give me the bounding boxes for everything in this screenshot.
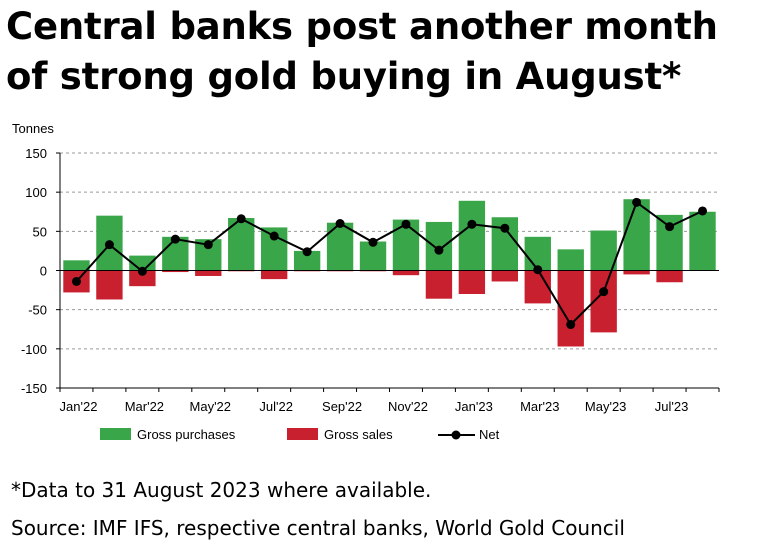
bar-gross-purchases (623, 199, 650, 271)
legend-swatch-gross-sales (287, 428, 318, 440)
x-tick-label: Jul'22 (259, 399, 293, 414)
legend-label-gross-sales: Gross sales (324, 427, 393, 442)
bar-gross-purchases (293, 250, 321, 271)
bar-gross-purchases (590, 230, 617, 271)
x-tick-label: Jul'23 (655, 399, 689, 414)
net-point (335, 219, 345, 228)
headline-line-1: Central banks post another month (6, 5, 718, 48)
net-point (401, 219, 411, 229)
bar-gross-purchases (524, 236, 551, 271)
bar-gross-sales (425, 270, 453, 299)
x-tick-label: Mar'22 (125, 399, 164, 414)
legend-label-net: Net (479, 427, 500, 442)
y-tick-label: -100 (21, 342, 47, 357)
bar-gross-sales (260, 270, 288, 280)
y-tick-label: 100 (25, 185, 47, 200)
x-tick-label: Sep'22 (322, 399, 362, 414)
y-tick-label: -150 (21, 381, 47, 396)
x-tick-label: May'23 (585, 399, 627, 414)
net-point (599, 287, 609, 297)
net-point (698, 206, 708, 216)
bar-gross-sales (162, 270, 189, 273)
x-tick-label: Jan'23 (455, 399, 493, 414)
source-note: Source: IMF IFS, respective central bank… (11, 516, 625, 540)
legend-swatch-gross-purchases (100, 428, 131, 440)
bar-gross-purchases (689, 211, 716, 271)
net-point (269, 231, 279, 241)
y-tick-label: 50 (33, 224, 47, 239)
net-point (434, 245, 444, 255)
footnote: *Data to 31 August 2023 where available. (11, 478, 432, 502)
net-point (170, 234, 180, 244)
y-tick-label: -50 (28, 303, 47, 318)
net-point (533, 265, 543, 275)
net-point (632, 197, 642, 207)
bar-gross-sales (96, 270, 123, 300)
x-tick-label: Mar'23 (520, 399, 559, 414)
bar-gross-sales (491, 270, 519, 282)
x-tick-label: Nov'22 (388, 399, 428, 414)
legend-label-gross-purchases: Gross purchases (137, 427, 236, 442)
net-point (203, 240, 213, 250)
y-tick-label: 150 (25, 146, 47, 161)
bar-gross-sales (458, 270, 486, 294)
net-point (302, 247, 312, 257)
bar-gross-sales (524, 270, 551, 304)
net-point (566, 320, 576, 330)
net-point (665, 222, 675, 232)
bar-gross-purchases (458, 200, 486, 271)
net-line (75, 200, 703, 327)
net-point (368, 237, 378, 247)
y-axis-label: Tonnes (12, 121, 54, 136)
bar-gross-sales (129, 270, 156, 287)
bar-gross-sales (656, 270, 683, 283)
bar-gross-purchases (557, 249, 584, 271)
legend-marker-net (451, 430, 461, 440)
net-point (104, 240, 114, 250)
net-point (236, 214, 246, 224)
bar-gross-sales (195, 270, 222, 276)
net-point (71, 276, 81, 286)
headline-line-2: of strong gold buying in August* (6, 55, 682, 98)
net-point (467, 219, 477, 229)
gold-flows-chart: Tonnes 150 100 50 0 -50 -100 -150 Jan'22 Mar'22 Ma… (12, 121, 720, 442)
y-tick-label: 0 (40, 264, 47, 279)
net-point (137, 266, 147, 276)
bar-gross-sales (623, 270, 650, 275)
bar-gross-sales (392, 270, 420, 276)
x-tick-label: Jan'22 (60, 399, 98, 414)
headline: Central banks post another month of stro… (6, 2, 718, 102)
net-point (500, 223, 510, 233)
bar-gross-purchases (63, 260, 90, 271)
x-tick-label: May'22 (190, 399, 232, 414)
